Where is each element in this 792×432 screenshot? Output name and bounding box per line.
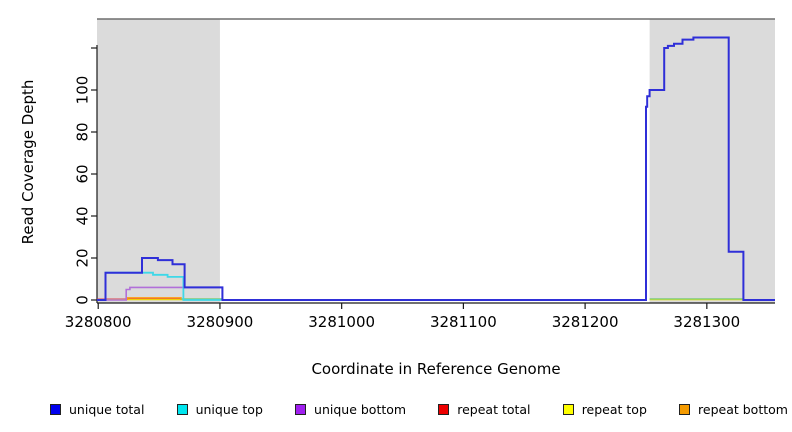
legend-item-unique-top: unique top [176, 401, 263, 417]
legend-label: unique total [69, 401, 145, 417]
y-tick-label: 40 [74, 206, 92, 225]
x-tick-label: 3281000 [308, 313, 375, 331]
legend-item-repeat-total: repeat total [438, 401, 531, 417]
legend-item-repeat-top: repeat top [562, 401, 647, 417]
y-axis-title: Read Coverage Depth [19, 79, 37, 245]
x-tick-label: 3280800 [65, 313, 132, 331]
y-tick-label: 80 [74, 122, 92, 141]
legend-swatch-icon [438, 403, 450, 415]
legend-label: repeat total [457, 401, 531, 417]
legend-item-unique-bottom: unique bottom [295, 402, 406, 417]
legend-label: repeat top [581, 401, 647, 417]
legend: unique total unique top unique bottom repea… [50, 399, 788, 419]
y-tick-label: 20 [74, 248, 92, 267]
y-tick-label: 60 [74, 164, 92, 183]
legend-label: unique bottom [314, 401, 407, 417]
legend-swatch-icon [295, 403, 307, 415]
legend-swatch-icon [176, 403, 188, 415]
shaded-region-1 [649, 19, 775, 303]
x-tick-label: 3281100 [430, 313, 497, 331]
x-tick-label: 3280900 [187, 313, 254, 331]
legend-item-unique-total: unique total [50, 402, 144, 417]
legend-swatch-icon [50, 403, 61, 415]
y-tick-label: 100 [74, 76, 92, 105]
x-tick-label: 3281200 [552, 313, 619, 331]
shaded-region-0 [97, 19, 220, 303]
series-unique-total [97, 36, 775, 301]
legend-label: unique top [195, 401, 263, 417]
x-axis-title: Coordinate in Reference Genome [311, 360, 561, 378]
legend-item-repeat-bottom: repeat bottom [679, 402, 788, 417]
x-tick-label: 3281300 [673, 313, 740, 331]
legend-label: repeat bottom [698, 401, 788, 417]
legend-swatch-icon [562, 403, 574, 415]
legend-swatch-icon [679, 403, 691, 415]
y-tick-label: 0 [74, 295, 92, 305]
coverage-plot: 0 20 40 60 80 100 3280800 3280900 3281000 3281100… [65, 18, 775, 331]
